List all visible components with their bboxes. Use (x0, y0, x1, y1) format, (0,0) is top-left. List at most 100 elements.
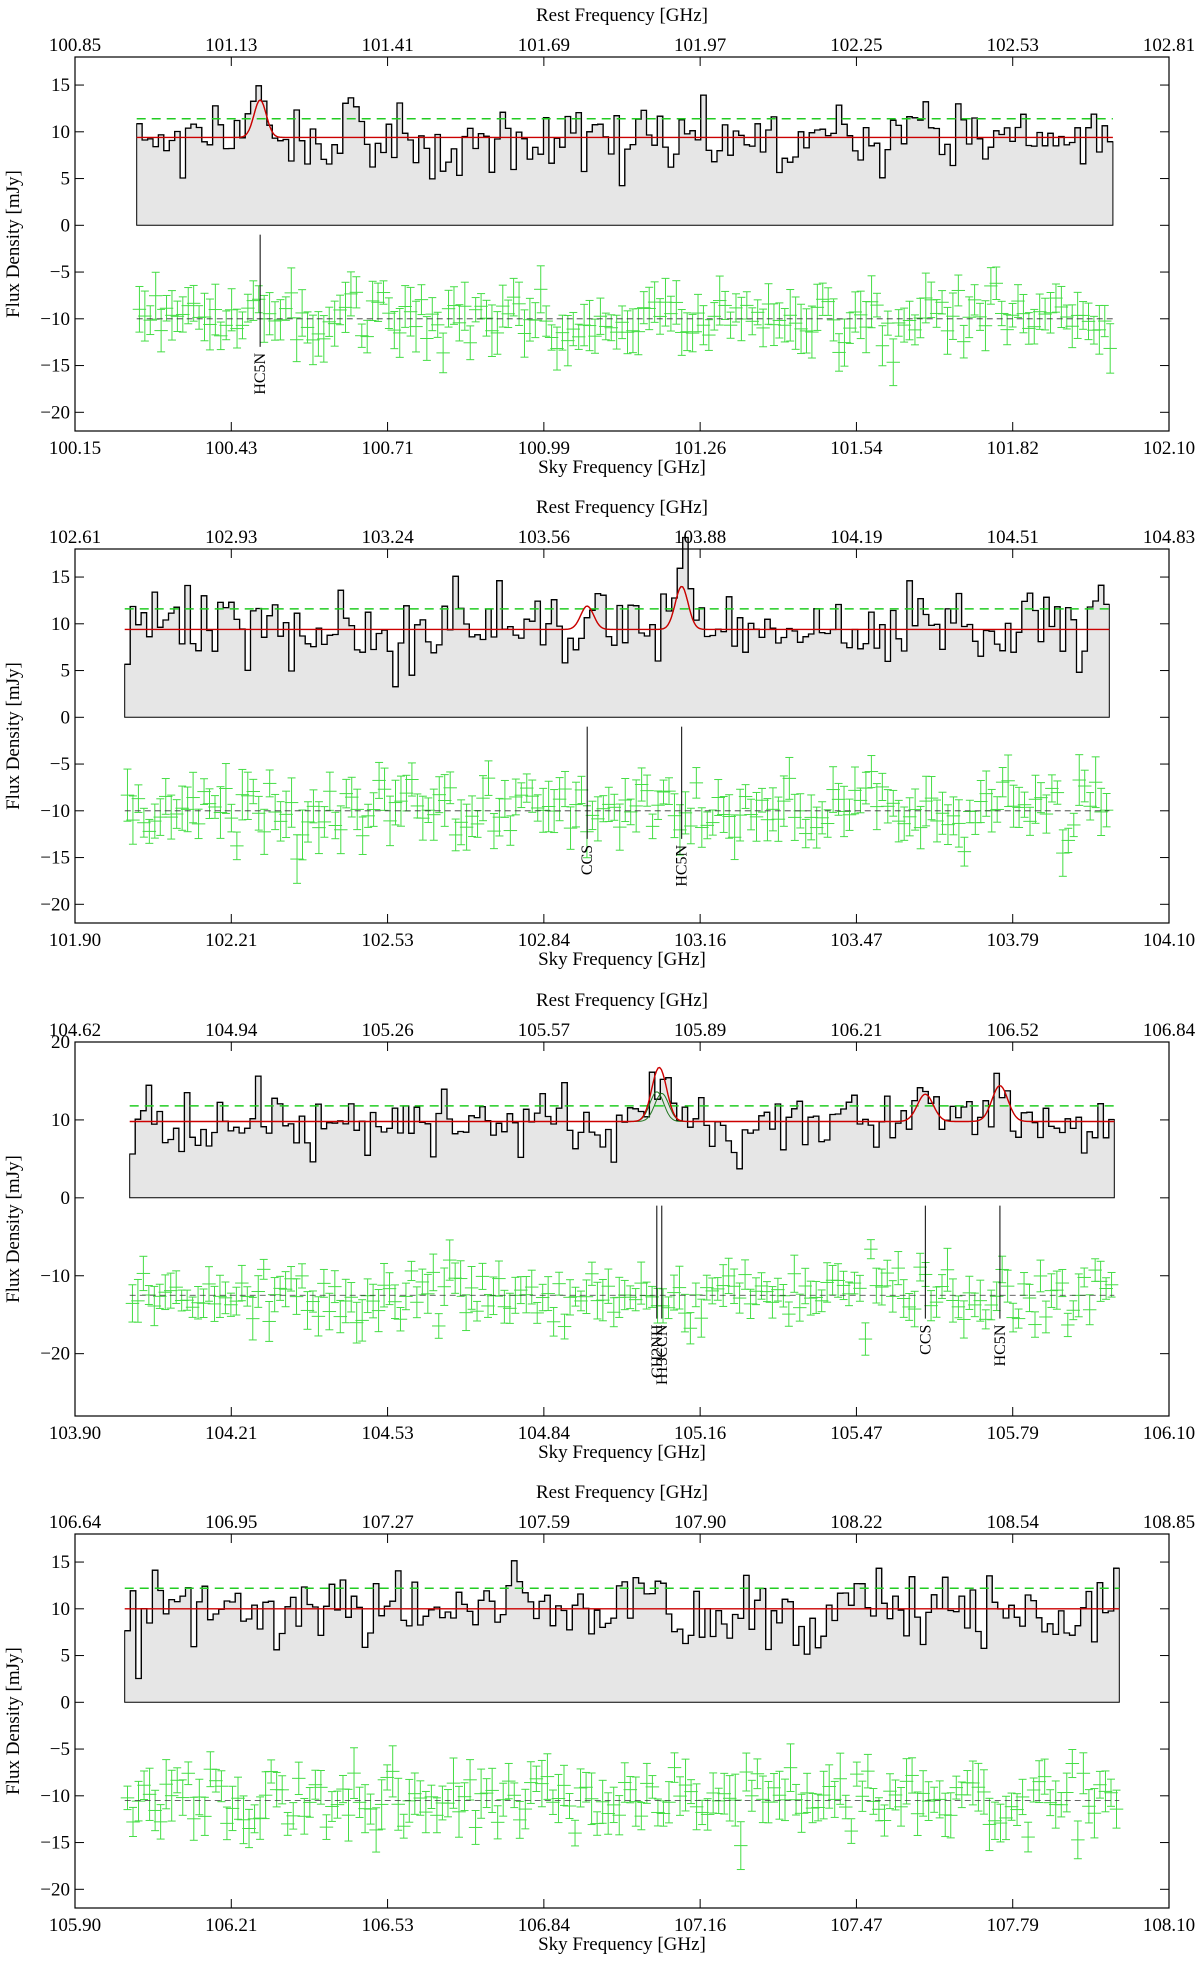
bottom-x-tick-label: 107.47 (830, 1915, 882, 1936)
bottom-x-tick-label: 105.47 (830, 1423, 882, 1444)
residual-errorbars (120, 754, 1114, 884)
line-label: HC5N (992, 1324, 1009, 1366)
bottom-x-tick-label: 104.21 (205, 1423, 257, 1444)
bottom-x-tick-label: 100.43 (205, 438, 257, 459)
y-tick-label: −5 (50, 754, 70, 775)
y-tick-label: 5 (61, 1646, 71, 1667)
y-tick-label: −20 (40, 894, 70, 915)
y-tick-label: 10 (51, 1110, 70, 1131)
y-tick-label: 15 (51, 1552, 70, 1573)
top-x-tick-label: 105.57 (518, 1020, 570, 1041)
y-tick-label: 0 (61, 707, 71, 728)
top-x-tick-label: 106.95 (205, 1512, 257, 1533)
plot-frame (74, 1041, 1170, 1417)
top-x-tick-label: 104.83 (1143, 527, 1195, 548)
top-x-tick-label: 108.85 (1143, 1512, 1195, 1533)
bottom-axis-title: Sky Frequency [GHz] (538, 949, 706, 970)
bottom-x-tick-label: 107.79 (987, 1915, 1039, 1936)
spectrum-panel: 15 10 5 0 −5 −10 −15 −20 106.64 105.90 106.95 106.2… (3, 1482, 1195, 1955)
top-x-tick-label: 102.81 (1143, 35, 1195, 56)
y-tick-label: 5 (61, 661, 71, 682)
y-tick-label: −15 (40, 848, 70, 869)
y-tick-label: 0 (61, 1188, 71, 1209)
bottom-x-tick-label: 101.26 (674, 438, 726, 459)
line-label: HC5N (252, 352, 269, 394)
spectrum-panel: HC5N 15 10 5 0 −5 −10 −15 −20 100.85 100.15 101.13 1… (3, 5, 1195, 478)
bottom-x-tick-label: 102.84 (518, 930, 571, 951)
bottom-x-tick-label: 103.79 (987, 930, 1039, 951)
line-label: CCS (917, 1325, 934, 1355)
top-x-tick-label: 107.90 (674, 1512, 726, 1533)
bottom-x-tick-label: 101.54 (830, 438, 883, 459)
top-x-tick-label: 101.69 (518, 35, 570, 56)
y-tick-label: 5 (61, 169, 71, 190)
plot-frame (74, 548, 1170, 924)
top-x-tick-label: 103.24 (361, 527, 414, 548)
bottom-x-tick-label: 102.53 (361, 930, 413, 951)
plot-frame (74, 1533, 1170, 1909)
residual-errorbars (132, 265, 1117, 387)
y-tick-label: −20 (40, 402, 70, 423)
bottom-x-tick-label: 106.53 (361, 1915, 413, 1936)
y-tick-label: −15 (40, 1833, 70, 1854)
bottom-x-tick-label: 104.84 (518, 1423, 571, 1444)
top-x-tick-label: 105.89 (674, 1020, 726, 1041)
top-x-tick-label: 101.97 (674, 35, 726, 56)
model-curve (136, 99, 1113, 139)
bottom-x-tick-label: 101.90 (49, 930, 101, 951)
line-label: CH2NH (649, 1324, 666, 1378)
spectrum-step-line (124, 536, 1110, 688)
line-label: HC5N (674, 844, 691, 886)
line-label: H13CCN (654, 1324, 671, 1385)
y-tick-label: 20 (51, 1032, 70, 1053)
bottom-x-tick-label: 103.90 (49, 1423, 101, 1444)
y-tick-label: −10 (40, 309, 70, 330)
top-x-tick-label: 106.64 (49, 1512, 102, 1533)
spectrum-step-line (124, 1560, 1120, 1680)
bottom-axis-title: Sky Frequency [GHz] (538, 1442, 706, 1463)
top-x-tick-label: 102.61 (49, 527, 101, 548)
bottom-x-tick-label: 103.16 (674, 930, 726, 951)
top-axis-title: Rest Frequency [GHz] (536, 1482, 708, 1503)
top-x-tick-label: 106.84 (1143, 1020, 1196, 1041)
top-x-tick-label: 102.25 (830, 35, 882, 56)
bottom-x-tick-label: 106.21 (205, 1915, 257, 1936)
bottom-x-tick-label: 100.15 (49, 438, 101, 459)
y-tick-label: 10 (51, 614, 70, 635)
top-axis-title: Rest Frequency [GHz] (536, 990, 708, 1011)
y-tick-label: −10 (40, 801, 70, 822)
top-x-tick-label: 107.59 (518, 1512, 570, 1533)
top-x-tick-label: 104.62 (49, 1020, 101, 1041)
residual-errorbars (120, 1743, 1124, 1871)
top-axis-title: Rest Frequency [GHz] (536, 497, 708, 518)
top-x-tick-label: 103.56 (518, 527, 570, 548)
residual-errorbars (125, 1239, 1119, 1356)
bottom-x-tick-label: 102.21 (205, 930, 257, 951)
line-label: CCS (579, 845, 596, 875)
spectrum-panel: CCS HC5N 15 10 5 0 −5 −10 −15 −20 102.61 101.90 102.… (3, 497, 1195, 970)
y-axis-title: Flux Density [mJy] (3, 1647, 24, 1795)
bottom-x-tick-label: 106.10 (1143, 1423, 1195, 1444)
bottom-x-tick-label: 100.71 (361, 438, 413, 459)
top-x-tick-label: 104.19 (830, 527, 882, 548)
y-tick-label: −15 (40, 356, 70, 377)
y-tick-label: 0 (61, 215, 71, 236)
top-x-tick-label: 101.41 (361, 35, 413, 56)
top-axis-title: Rest Frequency [GHz] (536, 5, 708, 26)
bottom-x-tick-label: 105.90 (49, 1915, 101, 1936)
bottom-x-tick-label: 106.84 (518, 1915, 571, 1936)
bottom-x-tick-label: 102.10 (1143, 438, 1195, 459)
y-tick-label: 15 (51, 75, 70, 96)
y-tick-label: 0 (61, 1692, 71, 1713)
spectrum-step-line (129, 1071, 1115, 1170)
bottom-x-tick-label: 104.10 (1143, 930, 1195, 951)
top-x-tick-label: 100.85 (49, 35, 101, 56)
bottom-x-tick-label: 108.10 (1143, 1915, 1195, 1936)
model-curve (124, 585, 1110, 631)
top-x-tick-label: 101.13 (205, 35, 257, 56)
y-tick-label: −20 (40, 1344, 70, 1365)
top-x-tick-label: 106.52 (987, 1020, 1039, 1041)
bottom-x-tick-label: 103.47 (830, 930, 882, 951)
